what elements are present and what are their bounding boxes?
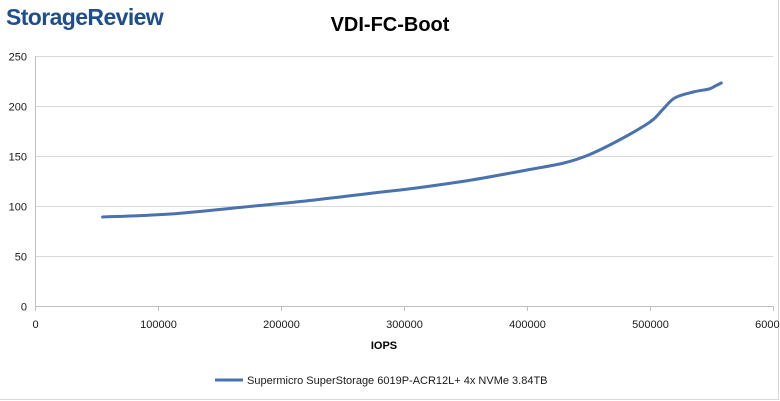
axes bbox=[35, 56, 773, 307]
x-tick-label: 400000 bbox=[509, 319, 546, 331]
y-axis-ticks: 0 50 100 150 200 250 bbox=[9, 52, 27, 314]
x-tick-label: 300000 bbox=[386, 319, 423, 331]
y-tick-label: 50 bbox=[15, 252, 27, 264]
y-tick-label: 200 bbox=[9, 102, 27, 114]
x-tick-label: 600000 bbox=[755, 319, 780, 331]
x-tick-label: 0 bbox=[32, 319, 38, 331]
legend-label: Supermicro SuperStorage 6019P-ACR12L+ 4x… bbox=[247, 375, 548, 387]
x-tick-label: 500000 bbox=[632, 319, 669, 331]
storagereview-logo: StorageReview bbox=[6, 4, 164, 30]
chart-title: VDI-FC-Boot bbox=[330, 14, 450, 36]
x-axis-ticks: 0 100000 200000 300000 400000 500000 600000 bbox=[32, 306, 780, 331]
x-tick-label: 200000 bbox=[263, 319, 300, 331]
gridlines bbox=[35, 56, 773, 257]
legend: Supermicro SuperStorage 6019P-ACR12L+ 4x… bbox=[215, 375, 548, 387]
y-tick-label: 0 bbox=[21, 302, 27, 314]
y-tick-label: 150 bbox=[9, 152, 27, 164]
x-axis-label: IOPS bbox=[371, 340, 397, 352]
x-tick-label: 100000 bbox=[140, 319, 177, 331]
series-group bbox=[101, 81, 723, 219]
series-line bbox=[101, 81, 723, 219]
y-tick-label: 100 bbox=[9, 202, 27, 214]
y-tick-label: 250 bbox=[9, 52, 27, 64]
